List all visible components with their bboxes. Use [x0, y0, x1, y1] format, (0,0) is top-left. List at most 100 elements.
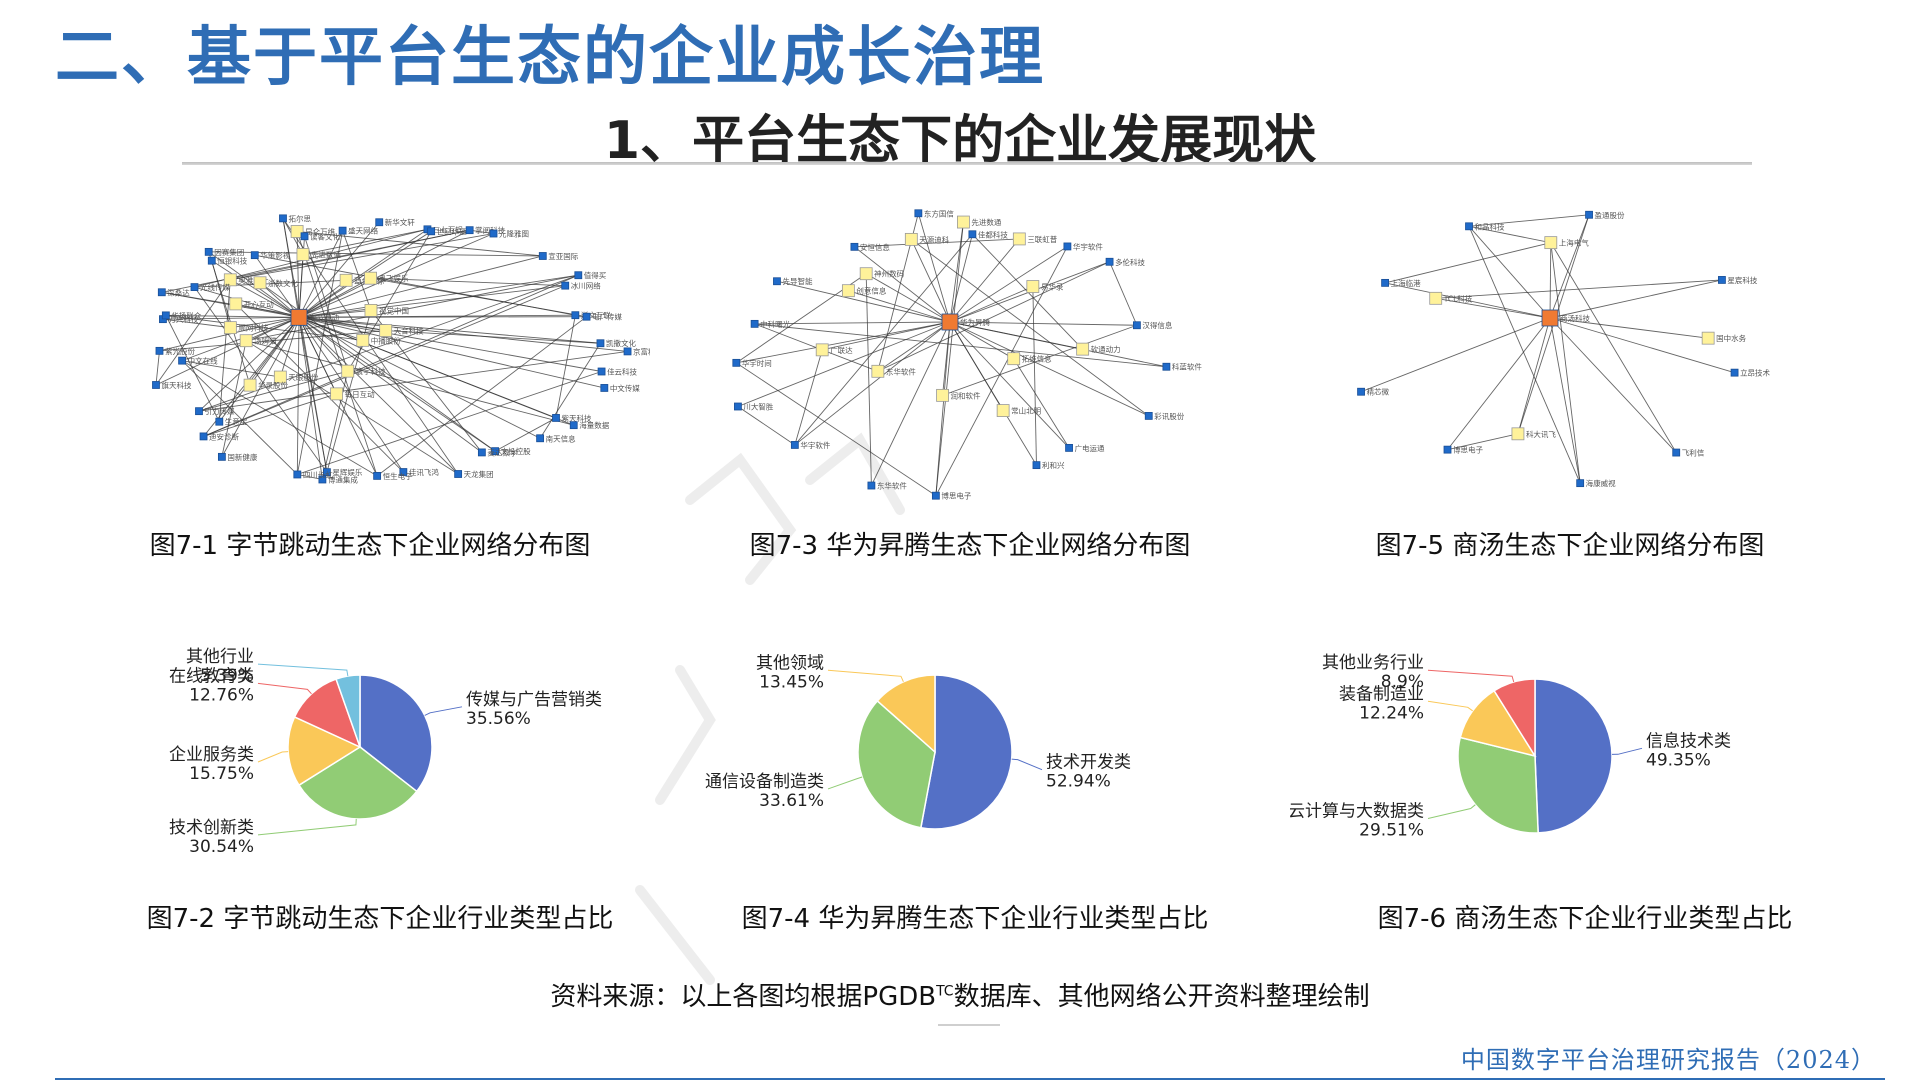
network-node-leaf: 博通集成 — [318, 474, 358, 484]
pie-leader-line — [1427, 700, 1473, 712]
network-edge — [194, 286, 300, 318]
network-node-marker — [341, 364, 355, 378]
network-edge — [230, 279, 300, 318]
network-edge — [1549, 317, 1581, 484]
network-node-label: 精芯微 — [1367, 387, 1390, 397]
network-node-label: 科大讯飞 — [1526, 429, 1556, 439]
network-edge — [376, 316, 587, 477]
network-edge — [794, 233, 973, 446]
network-node-leaf: 中科曙光 — [750, 319, 791, 329]
network-edge — [203, 285, 566, 437]
network-node-leaf: 光线传媒 — [190, 282, 230, 292]
network-node-marker — [1105, 257, 1114, 266]
caption-fig7-4: 图7-4 华为昇腾生态下企业行业类型占比 — [741, 904, 1209, 934]
network-node-core: 汤姆猫 — [239, 334, 277, 348]
network-edge — [865, 273, 951, 323]
network-node-label: 国新健康 — [227, 452, 257, 462]
network-node-label: 中播股份 — [371, 335, 401, 345]
network-node-marker — [1162, 362, 1171, 371]
network-node-leaf: 麦达数字 — [477, 447, 517, 457]
network-node-leaf: 汉得信息 — [1132, 320, 1173, 330]
network-node-leaf: 电广传媒 — [582, 312, 623, 322]
pie-leader-line — [257, 751, 289, 763]
network-node-marker — [1730, 368, 1739, 377]
network-node-marker — [195, 407, 203, 416]
title-divider — [182, 162, 1752, 165]
network-node-leaf: 佳讯飞鸿 — [399, 467, 439, 477]
source-superscript: TC — [936, 983, 954, 1000]
network-edge — [754, 321, 951, 325]
network-node-label: 电广传媒 — [592, 312, 622, 322]
network-node-leaf: 川大智胜 — [734, 402, 774, 412]
network-node-leaf: 凯撒文化 — [596, 338, 636, 348]
network-node-marker — [968, 230, 977, 239]
network-node-leaf: 南天信息 — [536, 433, 576, 443]
network-node-label: 凯撒文化 — [606, 338, 636, 348]
network-edge — [159, 330, 386, 352]
network-edge — [736, 321, 951, 364]
page-subtitle: 1、平台生态下的企业发展现状 — [603, 111, 1317, 171]
pie-slice-3 — [293, 678, 362, 749]
network-node-label: 新华文轩 — [385, 217, 415, 227]
network-edge — [230, 233, 494, 281]
network-edge — [198, 350, 628, 412]
network-node-marker — [375, 218, 384, 227]
network-node-label: 润和软件 — [951, 390, 981, 400]
network-node-label: 视觉中国 — [379, 305, 409, 315]
network-node-marker — [536, 434, 545, 443]
network-node-marker — [491, 447, 500, 456]
network-node-label: 深桑达 — [167, 287, 190, 297]
pie-leader-line — [827, 776, 863, 790]
network-node-leaf: 盛天网络 — [338, 226, 379, 236]
pie-label: 技术创新类 — [169, 818, 254, 838]
pie-value-label: 29.51% — [1359, 820, 1424, 840]
network-node-label: 顺网科技 — [238, 323, 268, 333]
network-node-label: 京富科技 — [633, 346, 650, 356]
network-node-marker — [253, 276, 267, 290]
network-edge — [181, 360, 298, 475]
network-node-label: 上海电气 — [1559, 238, 1589, 248]
network-node-leaf: 盈通股份 — [1585, 210, 1625, 220]
network-edges — [155, 218, 628, 480]
network-node-marker — [161, 311, 170, 320]
network-edge — [1109, 261, 1138, 326]
network-node-label: 先导智能 — [782, 276, 812, 286]
network-edge — [754, 323, 1167, 368]
pie-slice-0 — [1534, 678, 1613, 834]
network-edge — [910, 239, 951, 323]
network-edge — [211, 260, 231, 328]
network-node-label: 华录股份 — [258, 380, 288, 390]
network-node-label: 先进数通 — [971, 217, 1001, 227]
network-edge — [298, 316, 628, 352]
network-node-marker — [296, 248, 310, 261]
network-node-leaf: 立昂技术 — [1730, 368, 1771, 378]
pie-leader-line — [827, 669, 904, 682]
network-edge — [1549, 317, 1709, 339]
network-node-marker — [323, 468, 331, 477]
network-node-marker — [1026, 280, 1040, 293]
pie-leader-line — [1427, 669, 1515, 683]
network-node-label: 紫天科技 — [562, 413, 592, 423]
network-node-label: 中科曙光 — [760, 319, 790, 329]
network-edge — [194, 279, 347, 288]
pie-leader-line — [1611, 747, 1643, 755]
network-node-core: 广联达 — [815, 343, 853, 357]
network-edge — [161, 291, 386, 331]
network-node-label: 拓维信息 — [1022, 354, 1052, 364]
network-node-label: 飞利信 — [1682, 448, 1705, 458]
network-node-marker — [734, 402, 742, 411]
network-node-leaf: 先导智能 — [773, 276, 813, 286]
network-node-core: 常山北明 — [996, 404, 1041, 417]
network-node-marker — [229, 297, 243, 311]
network-edge — [208, 251, 543, 257]
network-node-leaf: 华扬联众 — [161, 310, 202, 320]
network-node-marker — [279, 214, 287, 223]
network-node-label: 麦达数字 — [487, 447, 517, 457]
network-node-label: 彩讯股份 — [1154, 411, 1184, 421]
pie-label: 其他业务行业 — [1322, 653, 1424, 673]
network-node-marker — [941, 313, 959, 331]
network-node-marker — [571, 311, 580, 320]
network-node-label: 恒生电子 — [383, 471, 413, 481]
